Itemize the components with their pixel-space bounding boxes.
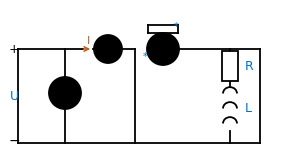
Circle shape	[94, 35, 122, 63]
Text: I: I	[86, 36, 90, 46]
Text: U: U	[10, 90, 19, 103]
Text: V: V	[61, 88, 68, 98]
Text: L: L	[245, 103, 252, 115]
Text: −: −	[8, 134, 20, 148]
Circle shape	[49, 77, 81, 109]
Text: *: *	[174, 22, 178, 32]
Bar	[222, 51, 238, 81]
Text: +: +	[9, 43, 19, 56]
Text: W: W	[158, 44, 168, 54]
Text: R: R	[245, 60, 254, 72]
Text: A: A	[105, 44, 112, 54]
Circle shape	[147, 33, 179, 65]
Text: *: *	[143, 52, 147, 62]
